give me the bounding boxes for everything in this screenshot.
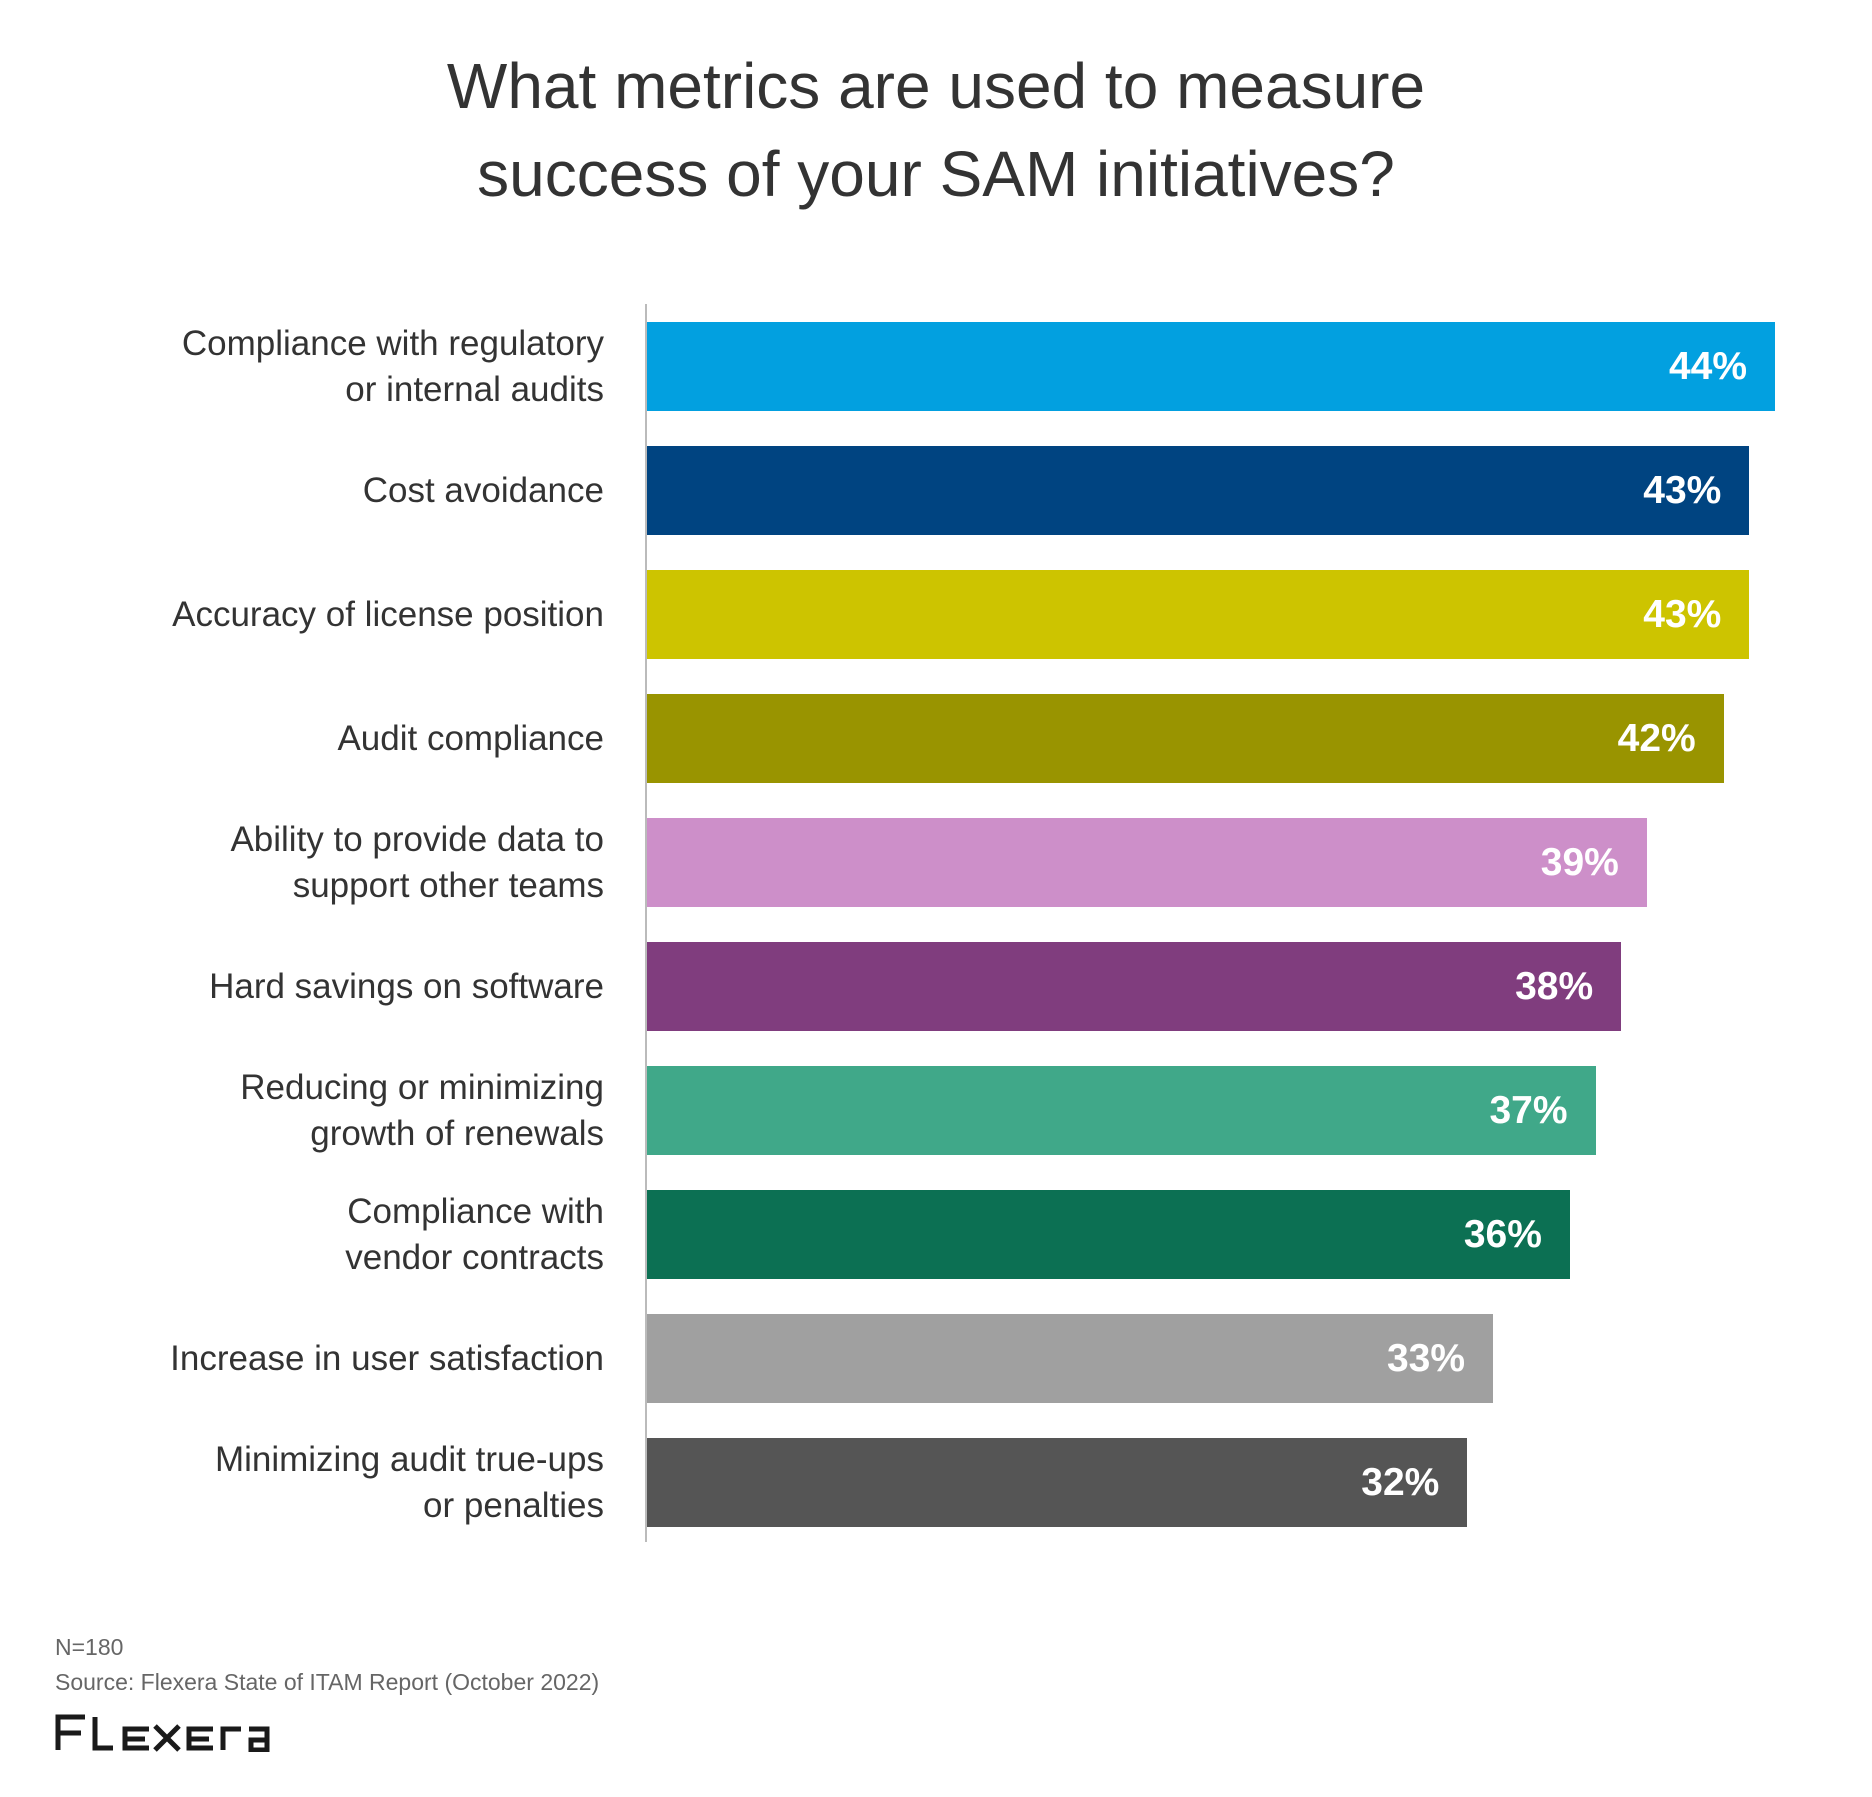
bar: 42% [647, 694, 1724, 783]
category-label-line: Accuracy of license position [172, 594, 604, 634]
category-label-line: Ability to provide data to [230, 819, 604, 859]
value-label: 36% [1463, 1213, 1542, 1256]
footer: N=180 Source: Flexera State of ITAM Repo… [55, 1630, 599, 1700]
category-label-line: or internal audits [345, 369, 604, 409]
bar: 36% [647, 1190, 1570, 1279]
bar: 37% [647, 1066, 1596, 1155]
category-label-line: Cost avoidance [362, 470, 604, 510]
category-label-line: Hard savings on software [209, 966, 604, 1006]
category-label: Reducing or minimizing growth of renewals [44, 1066, 604, 1155]
chart-title-line: What metrics are used to measure [446, 50, 1426, 122]
value-label: 43% [1643, 593, 1722, 636]
category-label: Audit compliance [44, 694, 604, 783]
category-label: Compliance with regulatory or internal au… [44, 322, 604, 411]
bar: 38% [647, 942, 1622, 1031]
bar: 44% [647, 322, 1775, 411]
bar: 43% [647, 570, 1750, 659]
category-label: Accuracy of license position [44, 570, 604, 659]
y-axis-line [645, 304, 647, 1542]
category-label-line: Minimizing audit true-ups [214, 1439, 604, 1479]
category-label: Minimizing audit true-ups or penalties [44, 1438, 604, 1527]
chart-title: What metrics are used to measure success… [0, 42, 1872, 218]
category-label-line: vendor contracts [345, 1237, 604, 1277]
value-label: 44% [1668, 345, 1747, 388]
category-label: Hard savings on software [44, 942, 604, 1031]
value-label: 39% [1540, 841, 1619, 884]
value-label: 32% [1361, 1461, 1440, 1504]
flexera-logo [55, 1714, 270, 1752]
bar: 32% [647, 1438, 1468, 1527]
category-label-line: Compliance with [347, 1191, 604, 1231]
category-label: Compliance with vendor contracts [44, 1190, 604, 1279]
category-label-line: or penalties [423, 1485, 604, 1525]
source-note: Source: Flexera State of ITAM Report (Oc… [55, 1669, 600, 1695]
category-label-line: growth of renewals [310, 1113, 604, 1153]
bar: 39% [647, 818, 1647, 907]
category-label: Ability to provide data to support other … [44, 818, 604, 907]
value-label: 43% [1643, 469, 1722, 512]
value-label: 42% [1617, 717, 1696, 760]
category-label-line: Reducing or minimizing [240, 1067, 604, 1107]
bar: 33% [647, 1314, 1493, 1403]
sample-size: N=180 [55, 1634, 124, 1660]
category-label: Increase in user satisfaction [44, 1314, 604, 1403]
value-label: 38% [1515, 965, 1594, 1008]
category-label-line: Compliance with regulatory [181, 323, 604, 363]
bar: 43% [647, 446, 1750, 535]
category-label-line: Audit compliance [337, 718, 604, 758]
category-label-line: support other teams [292, 865, 604, 905]
category-label: Cost avoidance [44, 446, 604, 535]
chart-title-line: success of your SAM initiatives? [477, 138, 1395, 210]
category-label-line: Increase in user satisfaction [170, 1338, 604, 1378]
value-label: 33% [1386, 1337, 1465, 1380]
value-label: 37% [1489, 1089, 1568, 1132]
